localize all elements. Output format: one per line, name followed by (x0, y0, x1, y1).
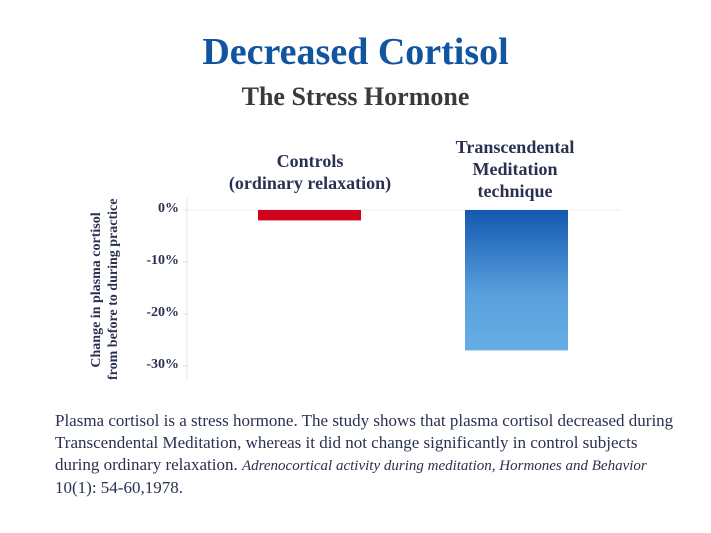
category-label-line: Transcendental (455, 137, 575, 157)
category-label-line: Controls (276, 151, 344, 171)
category-label-line: technique (477, 181, 553, 201)
caption: Plasma cortisol is a stress hormone. The… (55, 410, 675, 499)
y-tick-label: -10% (146, 253, 179, 268)
bar-transcendental-meditation (465, 210, 568, 351)
caption-citation: Adrenocortical activity during meditatio… (241, 458, 647, 474)
category-label-line: Meditation (472, 159, 558, 179)
category-label-tm: Transcendental Meditation technique (415, 136, 615, 202)
y-tick-label: 0% (158, 201, 179, 216)
chart-subtitle: The Stress Hormone (241, 82, 470, 111)
bar-controls (258, 210, 361, 221)
y-tick-label: -20% (146, 305, 179, 320)
category-label-line: (ordinary relaxation) (228, 173, 392, 193)
category-label-controls: Controls (ordinary relaxation) (210, 150, 410, 194)
caption-citation-details: 10(1): 54-60,1978. (55, 478, 183, 497)
y-tick-label: -30% (146, 357, 179, 372)
chart-title: Decreased Cortisol (202, 31, 509, 73)
caption-text: Plasma cortisol is a stress hormone. The… (55, 411, 674, 474)
